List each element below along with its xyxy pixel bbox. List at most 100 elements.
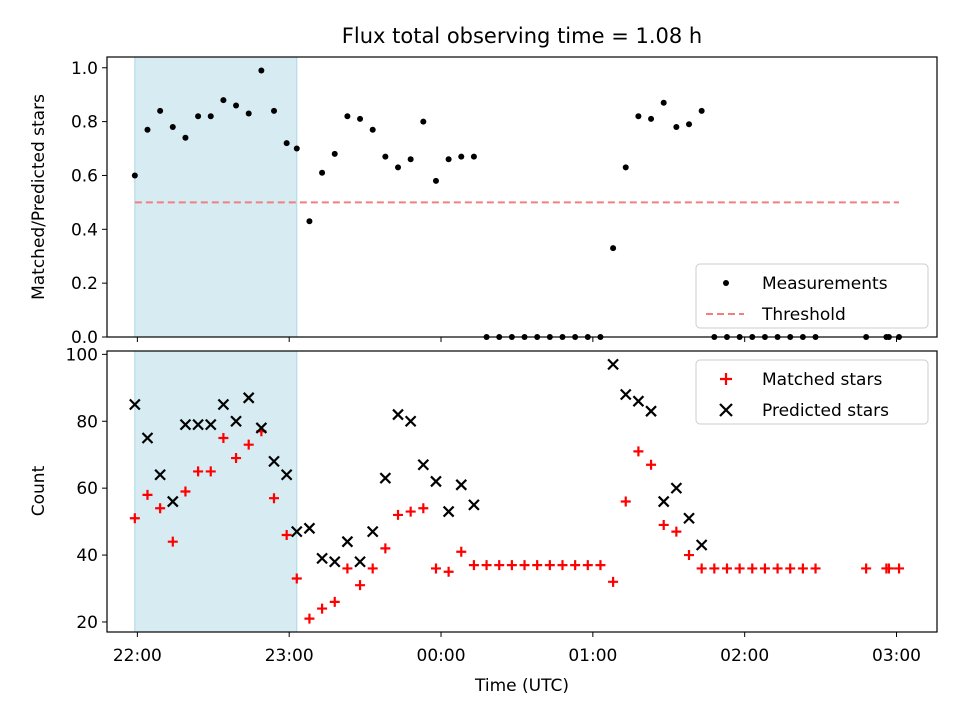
y-tick-label: 60 [76, 479, 98, 499]
data-point [468, 499, 480, 511]
data-point [695, 539, 708, 551]
data-point [797, 563, 808, 574]
x-tick-label: 03:00 [872, 646, 921, 666]
data-point [532, 560, 543, 571]
data-point [192, 418, 204, 431]
data-point [366, 525, 379, 538]
data-point [328, 555, 341, 568]
data-point [785, 563, 796, 574]
data-point [607, 358, 619, 371]
data-point [445, 156, 452, 163]
data-point [747, 563, 758, 574]
data-point [418, 503, 429, 514]
data-point [281, 529, 292, 540]
x-tick-label: 01:00 [568, 646, 617, 666]
data-point [155, 503, 166, 514]
data-point [154, 468, 166, 481]
data-point [404, 415, 417, 428]
data-point [317, 603, 328, 614]
data-point [619, 388, 632, 401]
data-point [721, 563, 732, 574]
data-point [622, 164, 629, 171]
data-point [195, 113, 202, 120]
data-point [129, 398, 141, 411]
data-point [686, 121, 693, 128]
data-point [316, 552, 328, 565]
y-tick-label: 1.0 [71, 59, 98, 79]
data-point [169, 124, 176, 130]
top-panel: 0.0 0.2 0.4 0.6 0.8 1.0 Matched/Predicted star… [29, 56, 938, 348]
bottom-panel: 20 40 60 80 100 22:00 23:00 00:00 01:00 02:00 03:0… [29, 345, 938, 696]
data-point [407, 156, 414, 163]
data-point [432, 177, 439, 184]
data-point [709, 563, 720, 574]
data-point [544, 560, 555, 571]
legend-box [695, 263, 929, 329]
data-point [144, 126, 151, 133]
data-point [231, 453, 242, 464]
shaded-span [134, 350, 298, 633]
legend-marker [719, 403, 733, 417]
y-tick-label: 0.0 [71, 328, 98, 348]
data-point [610, 245, 617, 252]
y-tick-label: 0.4 [71, 220, 98, 240]
data-point [193, 466, 204, 477]
data-point [894, 563, 905, 574]
data-point [341, 535, 354, 548]
data-point [698, 107, 705, 114]
y-tick-label: 80 [76, 412, 98, 432]
data-point [379, 472, 392, 484]
axes-frame [106, 56, 938, 338]
data-point [810, 563, 821, 574]
x-tick-label: 02:00 [720, 646, 769, 666]
data-point [329, 596, 340, 607]
data-point [608, 576, 619, 587]
y-tick-label: 40 [76, 546, 98, 566]
data-point [304, 613, 315, 624]
data-point [759, 563, 770, 574]
x-tick-label: 00:00 [417, 646, 466, 666]
chart-title: Flux total observing time = 1.08 h [342, 24, 702, 48]
legend-label: Predicted stars [762, 401, 889, 421]
data-point [354, 555, 366, 568]
data-point [242, 392, 255, 404]
data-point [635, 113, 642, 120]
data-point [268, 455, 280, 468]
data-point [179, 418, 192, 431]
data-point [648, 115, 655, 122]
data-point [280, 468, 293, 481]
data-point [658, 519, 669, 530]
x-tick-label: 22:00 [113, 646, 162, 666]
data-point [141, 432, 154, 444]
data-point [205, 466, 216, 477]
data-point [129, 513, 140, 524]
data-point [283, 140, 290, 147]
data-point [258, 67, 265, 74]
axes-frame [106, 350, 938, 633]
data-point [271, 107, 278, 114]
data-point [696, 563, 707, 574]
data-point [392, 408, 404, 421]
legend-label: Measurements [762, 274, 888, 294]
legend-marker [720, 373, 732, 385]
data-point [180, 486, 191, 497]
legend: Matched stars Predicted stars [695, 359, 929, 425]
data-point [657, 495, 670, 508]
data-point [167, 495, 179, 508]
data-point [734, 563, 745, 574]
legend: Measurements Threshold [695, 263, 929, 329]
data-point [417, 458, 430, 471]
y-tick-label: 20 [76, 613, 98, 633]
data-point [233, 102, 240, 109]
data-point [131, 172, 138, 179]
data-point [319, 169, 326, 176]
data-point [430, 475, 442, 488]
data-point [306, 218, 313, 225]
data-point [393, 509, 404, 520]
y-axis-label: Count [29, 465, 49, 516]
legend-label: Threshold [761, 305, 846, 325]
data-point [632, 395, 645, 407]
data-point [344, 113, 351, 120]
data-point [218, 432, 229, 443]
data-point [331, 150, 338, 157]
